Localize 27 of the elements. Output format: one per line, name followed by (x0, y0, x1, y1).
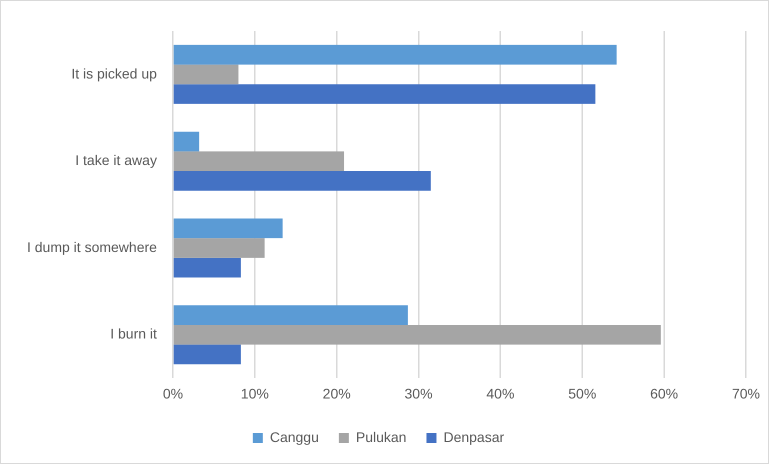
legend-label: Pulukan (356, 428, 406, 445)
x-tick-label: 10% (240, 385, 269, 402)
legend-label: Canggu (270, 428, 319, 445)
bar (174, 84, 596, 104)
x-tick-label: 70% (732, 385, 760, 402)
bar (174, 344, 241, 364)
bar (174, 64, 238, 84)
x-tick-label: 60% (650, 385, 678, 402)
x-tick-label: 0% (162, 385, 184, 402)
bar (174, 258, 241, 278)
bar (174, 132, 200, 152)
x-tick-label: 40% (486, 385, 514, 402)
y-tick-label: I burn it (110, 326, 158, 342)
bar (174, 171, 431, 191)
bar (174, 324, 661, 345)
bar (174, 238, 265, 258)
bar (174, 305, 408, 325)
y-tick-label: It is picked up (71, 65, 158, 82)
y-tick-label: I dump it somewhere (26, 238, 158, 255)
legend-label: Denpasar (443, 428, 505, 445)
y-tick-label: I take it away (75, 152, 157, 168)
x-tick-label: 20% (322, 385, 351, 402)
bar (174, 218, 283, 238)
bar (174, 44, 617, 65)
bar (174, 151, 344, 172)
x-tick-label: 30% (404, 385, 433, 402)
x-tick-label: 50% (568, 385, 596, 402)
